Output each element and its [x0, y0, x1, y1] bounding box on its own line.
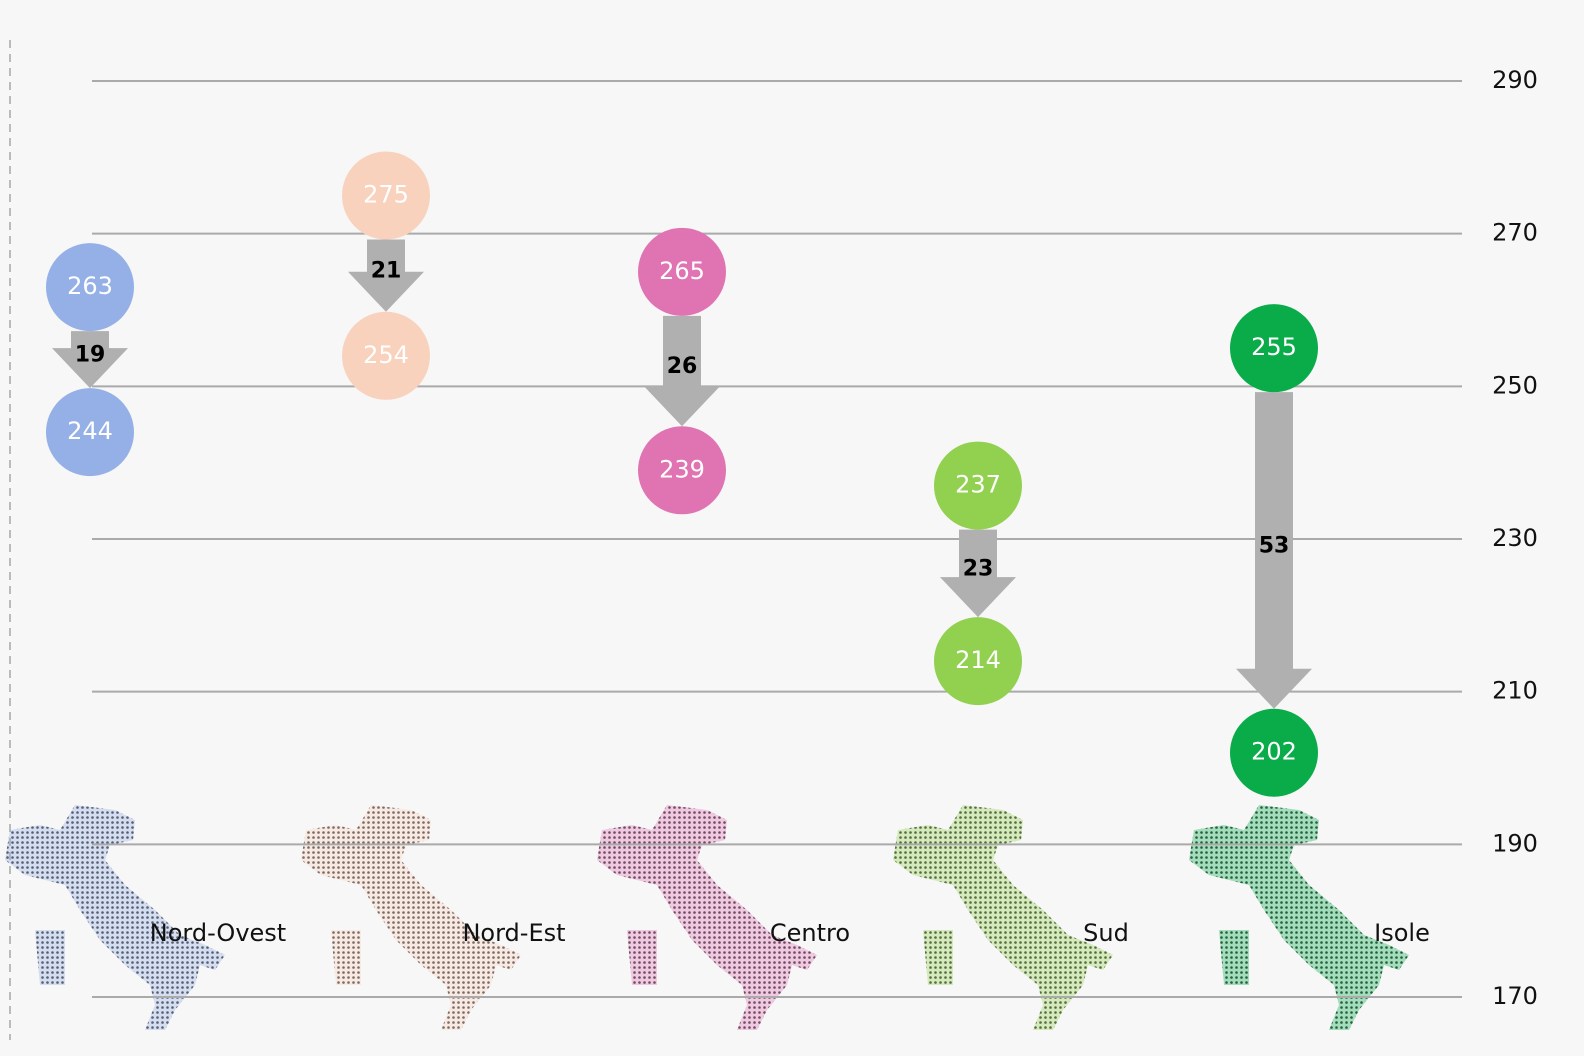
region-map	[893, 805, 1113, 1030]
italy-map	[597, 805, 817, 1030]
italy-map	[301, 805, 521, 1030]
region-map	[597, 805, 817, 1030]
category-label: Nord-Est	[462, 919, 565, 947]
change-arrow	[644, 315, 720, 427]
italy-region-highlight	[5, 805, 225, 1030]
category-label: Isole	[1374, 919, 1430, 947]
y-tick-label: 270	[1492, 219, 1538, 247]
italy-region-highlight	[597, 805, 817, 1030]
italy-region-highlight	[301, 805, 521, 1030]
end-label: 214	[955, 646, 1001, 674]
start-label: 237	[955, 471, 1001, 499]
end-label: 239	[659, 455, 705, 483]
start-point	[46, 243, 134, 332]
y-tick-label: 210	[1492, 677, 1538, 705]
end-point	[638, 426, 726, 515]
start-label: 255	[1251, 333, 1297, 361]
category-label: Centro	[770, 919, 850, 947]
start-point	[1230, 304, 1318, 393]
end-label: 202	[1251, 738, 1297, 766]
change-arrow	[348, 239, 424, 312]
end-point	[46, 388, 134, 477]
change-label: 53	[1259, 533, 1290, 558]
end-point	[1230, 708, 1318, 797]
italy-map	[893, 805, 1113, 1030]
change-label: 26	[667, 354, 698, 379]
end-point	[342, 311, 430, 400]
start-point	[934, 441, 1022, 530]
y-tick-label: 290	[1492, 66, 1538, 94]
italy-map	[5, 805, 225, 1030]
category-label: Sud	[1083, 919, 1129, 947]
change-arrow	[940, 529, 1016, 618]
y-tick-label: 250	[1492, 371, 1538, 399]
y-tick-label: 230	[1492, 524, 1538, 552]
end-label: 244	[67, 417, 113, 445]
y-tick-label: 170	[1492, 982, 1538, 1010]
italy-region-highlight	[893, 805, 1113, 1030]
change-label: 21	[371, 259, 402, 284]
end-label: 254	[363, 341, 409, 369]
category-label: Nord-Ovest	[150, 919, 286, 947]
change-label: 19	[75, 343, 106, 368]
start-label: 275	[363, 181, 409, 209]
region-map	[1189, 805, 1409, 1030]
change-arrow	[1236, 392, 1312, 709]
change-label: 23	[963, 556, 994, 581]
y-tick-label: 190	[1492, 829, 1538, 857]
region-map	[5, 805, 225, 1030]
start-point	[638, 227, 726, 316]
end-point	[934, 617, 1022, 706]
start-point	[342, 151, 430, 240]
region-map	[301, 805, 521, 1030]
change-arrow	[52, 331, 128, 389]
italy-map	[1189, 805, 1409, 1030]
start-label: 265	[659, 257, 705, 285]
italy-region-highlight	[1189, 805, 1409, 1030]
start-label: 263	[67, 272, 113, 300]
